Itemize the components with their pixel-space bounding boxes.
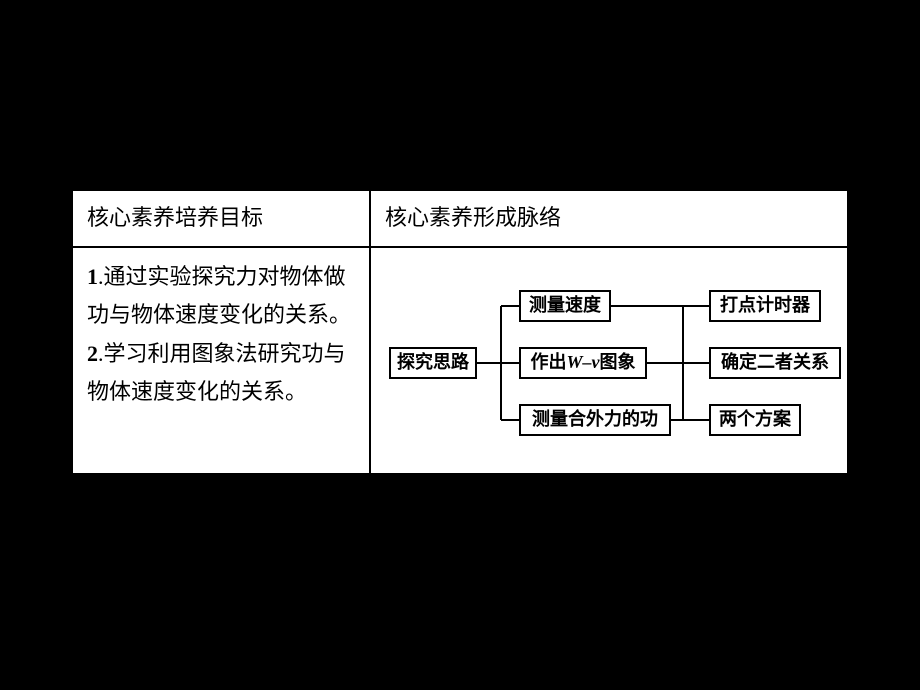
table-header-row: 核心素养培养目标 核心素养形成脉络 [73, 191, 847, 248]
node-mid-center-pre: 作出 [531, 347, 567, 379]
body-right-cell: 探究思路 测量速度 作出W–v图象 测量合外力的功 打点计时器 确定二者关系 [371, 248, 847, 473]
item-text-2: .学习利用图象法研究功与物体速度变化的关系。 [87, 341, 346, 405]
node-mid-top: 测量速度 [519, 290, 611, 322]
node-mid-top-label: 测量速度 [529, 290, 601, 322]
node-mid-center-post: 图象 [600, 347, 636, 379]
item-number-2: 2 [87, 341, 98, 366]
header-left-text: 核心素养培养目标 [87, 205, 263, 230]
table-body-row: 1.通过实验探究力对物体做功与物体速度变化的关系。 2.学习利用图象法研究功与物… [73, 248, 847, 473]
header-left-cell: 核心素养培养目标 [73, 191, 371, 248]
node-mid-bottom-label: 测量合外力的功 [532, 404, 658, 436]
node-mid-bottom: 测量合外力的功 [519, 404, 671, 436]
node-right-bottom-label: 两个方案 [719, 404, 791, 436]
node-right-center: 确定二者关系 [709, 347, 841, 379]
header-right-cell: 核心素养形成脉络 [371, 191, 847, 248]
content-table: 核心素养培养目标 核心素养形成脉络 1.通过实验探究力对物体做功与物体速度变化的… [70, 188, 850, 476]
node-right-top-label: 打点计时器 [720, 290, 810, 322]
node-right-top: 打点计时器 [709, 290, 821, 322]
item-number-1: 1 [87, 264, 98, 289]
node-root: 探究思路 [389, 347, 477, 379]
node-mid-center-wv: W–v [567, 347, 600, 379]
body-left-cell: 1.通过实验探究力对物体做功与物体速度变化的关系。 2.学习利用图象法研究功与物… [73, 248, 371, 473]
node-right-center-label: 确定二者关系 [721, 347, 829, 379]
node-mid-center: 作出W–v图象 [519, 347, 647, 379]
header-right-text: 核心素养形成脉络 [385, 205, 561, 230]
flow-diagram: 探究思路 测量速度 作出W–v图象 测量合外力的功 打点计时器 确定二者关系 [389, 268, 829, 458]
node-root-label: 探究思路 [397, 347, 469, 379]
item-text-1: .通过实验探究力对物体做功与物体速度变化的关系。 [87, 264, 351, 328]
node-right-bottom: 两个方案 [709, 404, 801, 436]
